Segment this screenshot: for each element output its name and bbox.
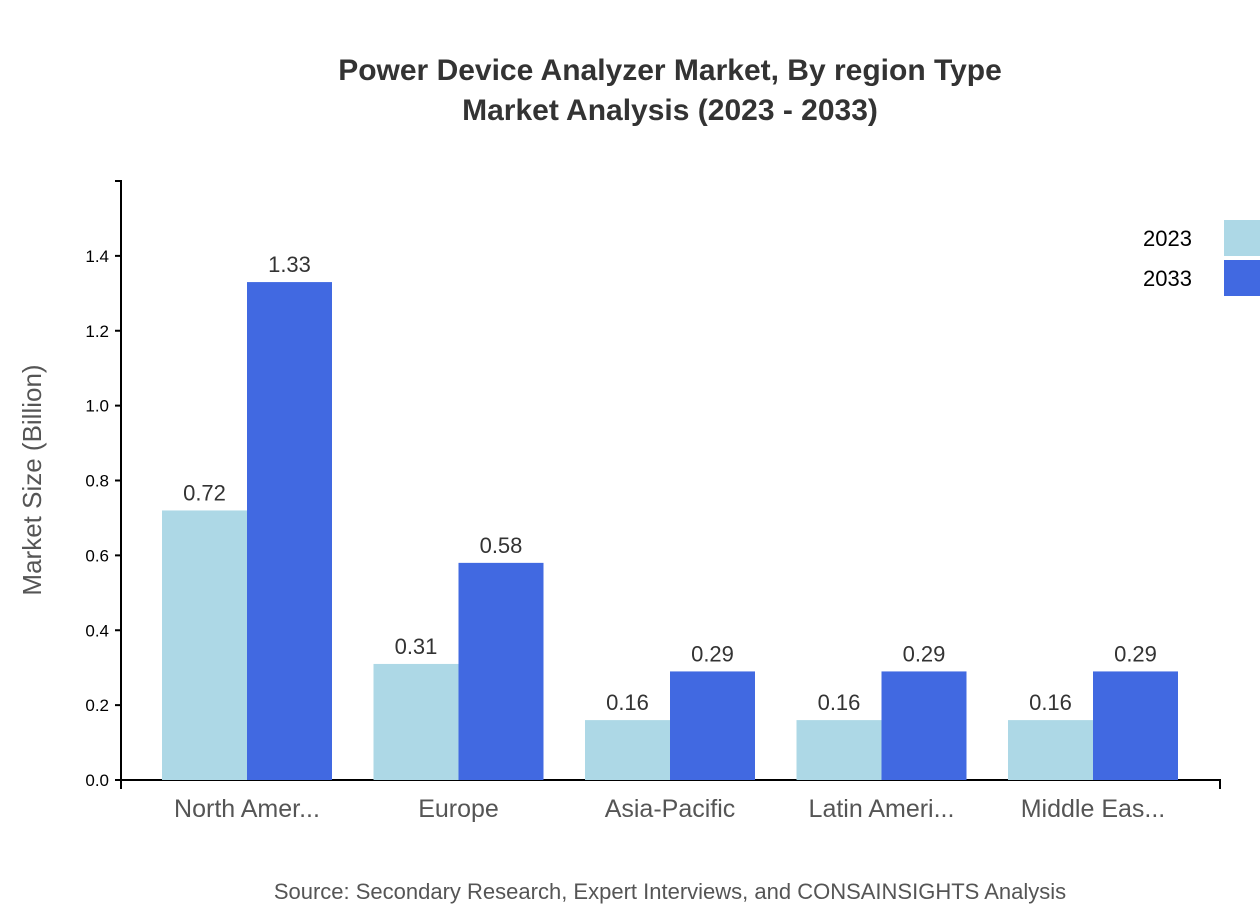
bar-2023 [796, 720, 882, 780]
legend-label: 2033 [1143, 266, 1192, 291]
bar-2033 [881, 671, 967, 780]
data-label: 1.33 [268, 252, 311, 277]
bar-2023 [162, 510, 247, 780]
y-tick-label: 0.2 [85, 696, 109, 715]
source-note: Source: Secondary Research, Expert Inter… [274, 879, 1066, 904]
bar-2033 [1093, 671, 1178, 780]
x-tick-label: Europe [418, 795, 499, 823]
x-tick-label: Asia-Pacific [605, 795, 736, 823]
data-label: 0.16 [818, 690, 861, 715]
legend-swatch [1224, 260, 1260, 296]
chart-title-line-2: Market Analysis (2023 - 2033) [462, 94, 878, 127]
y-tick-label: 0.0 [85, 771, 109, 790]
data-label: 0.31 [395, 634, 438, 659]
data-label: 0.72 [183, 480, 226, 505]
bar-2023 [585, 720, 670, 780]
y-tick-label: 0.8 [85, 472, 109, 491]
y-tick-label: 1.0 [85, 397, 109, 416]
chart-title-line-1: Power Device Analyzer Market, By region … [338, 54, 1002, 87]
bar-2033 [247, 282, 332, 780]
bars: 0.72 1.33 0.31 0.58 0.16 0.29 0.16 0.29 0.16 0.29 [162, 252, 1178, 780]
bar-2023 [373, 663, 459, 780]
y-tick-label: 1.2 [85, 322, 109, 341]
y-axis-label: Market Size (Billion) [17, 364, 47, 595]
x-axis: North Amer... Europe Asia-Pacific Latin Ame… [120, 779, 1221, 823]
x-tick-label: Latin Ameri... [809, 795, 955, 823]
y-tick-label: 1.4 [85, 247, 109, 266]
legend: 2023 2033 [1143, 220, 1260, 296]
data-label: 0.16 [1029, 690, 1072, 715]
data-label: 0.29 [691, 641, 734, 666]
x-axis-line [120, 779, 1221, 789]
data-label: 0.16 [606, 690, 649, 715]
y-tick-label: 0.4 [85, 621, 109, 640]
y-axis: 0.0 0.2 0.4 0.6 0.8 1.0 1.2 1.4 [85, 180, 122, 790]
data-label: 0.29 [1114, 641, 1157, 666]
legend-label: 2023 [1143, 226, 1192, 251]
x-tick-label: Middle Eas... [1021, 795, 1166, 823]
y-tick-label: 0.6 [85, 546, 109, 565]
legend-swatch [1224, 220, 1260, 256]
data-label: 0.29 [903, 641, 946, 666]
bar-2023 [1008, 720, 1093, 780]
data-label: 0.58 [480, 533, 523, 558]
bar-2033 [458, 562, 544, 780]
x-tick-label: North Amer... [174, 795, 320, 823]
bar-2033 [670, 671, 755, 780]
